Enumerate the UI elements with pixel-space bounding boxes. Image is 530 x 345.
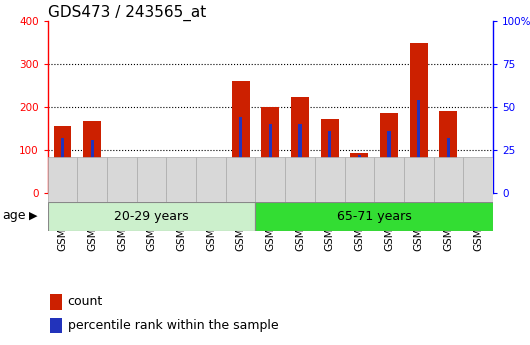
Bar <box>172 171 190 193</box>
Bar <box>113 175 131 193</box>
Bar <box>447 138 450 193</box>
Bar <box>120 176 123 193</box>
Bar <box>83 121 101 193</box>
Bar <box>387 131 391 193</box>
Bar <box>166 157 196 202</box>
Bar <box>137 157 166 202</box>
Text: percentile rank within the sample: percentile rank within the sample <box>68 319 278 332</box>
Text: age: age <box>3 209 26 222</box>
Bar <box>48 202 255 231</box>
Bar <box>439 111 457 193</box>
Bar <box>404 157 434 202</box>
Bar <box>107 157 137 202</box>
Bar <box>285 157 315 202</box>
Bar <box>202 174 220 193</box>
Bar <box>50 318 62 333</box>
Bar <box>344 157 374 202</box>
Bar <box>77 157 107 202</box>
Bar <box>226 157 255 202</box>
Bar <box>315 157 344 202</box>
Bar <box>180 162 183 193</box>
Bar <box>255 157 285 202</box>
Bar <box>328 131 331 193</box>
Text: GDS473 / 243565_at: GDS473 / 243565_at <box>48 4 206 21</box>
Bar <box>261 107 279 193</box>
Bar <box>350 153 368 193</box>
Bar <box>380 114 398 193</box>
Bar <box>374 157 404 202</box>
Text: 20-29 years: 20-29 years <box>114 210 189 223</box>
Bar <box>291 98 309 193</box>
Bar <box>91 140 94 193</box>
Bar <box>50 294 62 309</box>
Bar <box>434 157 463 202</box>
Bar <box>463 157 493 202</box>
Bar <box>255 202 493 231</box>
Bar <box>321 119 339 193</box>
Bar <box>417 100 420 193</box>
Bar <box>269 124 272 193</box>
Text: count: count <box>68 295 103 308</box>
Bar <box>61 138 64 193</box>
Bar <box>209 167 213 193</box>
Bar <box>196 157 226 202</box>
Bar <box>150 172 153 193</box>
Bar <box>143 183 161 193</box>
Text: 65-71 years: 65-71 years <box>337 210 412 223</box>
Bar <box>410 43 428 193</box>
Bar <box>232 81 250 193</box>
Bar <box>54 126 72 193</box>
Bar <box>298 124 302 193</box>
Bar <box>469 171 487 193</box>
Bar <box>239 117 242 193</box>
Bar <box>476 171 480 193</box>
Bar <box>358 155 361 193</box>
Text: ▶: ▶ <box>29 211 38 220</box>
Bar <box>48 157 77 202</box>
